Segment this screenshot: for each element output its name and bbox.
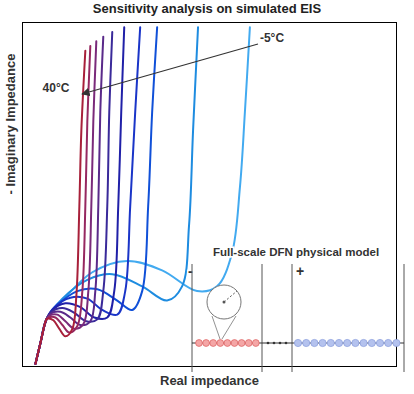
svg-text:40°C: 40°C [43,81,70,95]
svg-text:-5°C: -5°C [260,31,284,45]
svg-text:+: + [296,263,304,279]
svg-text:-: - [188,263,193,279]
svg-text:- Imaginary Impedance: - Imaginary Impedance [3,54,18,195]
svg-text:Full-scale DFN physical model: Full-scale DFN physical model [213,246,379,258]
html-text:Sensitivity analysis on simula: Sensitivity analysis on simulated EIS [92,1,322,16]
svg-text:Real impedance: Real impedance [160,373,259,388]
